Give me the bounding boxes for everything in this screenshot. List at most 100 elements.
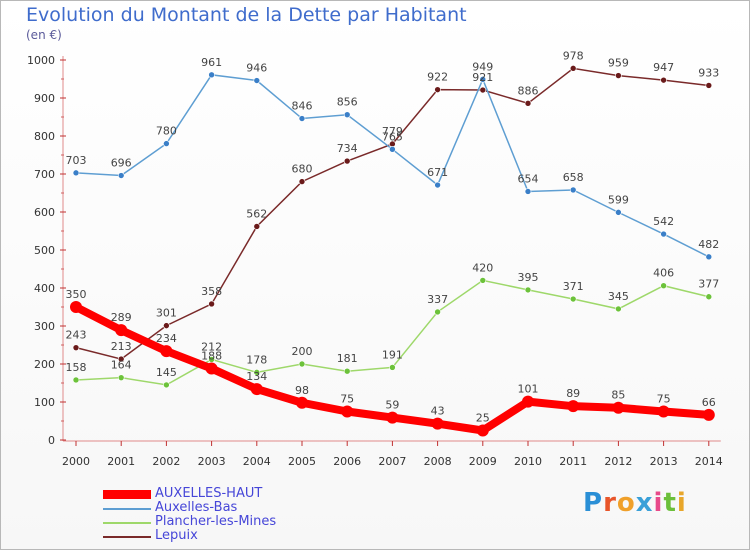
- data-point-auxelles-haut: [386, 411, 399, 424]
- x-tick-label: 2001: [107, 455, 135, 468]
- data-label-auxelles-bas: 658: [563, 171, 584, 184]
- data-point-auxelles-bas: [479, 76, 487, 83]
- y-tick-label: 100: [34, 396, 55, 409]
- data-point-auxelles-haut: [702, 408, 715, 421]
- data-point-plancher-les-mines: [298, 360, 306, 368]
- logo-letter: i: [653, 488, 664, 518]
- data-point-plancher-les-mines: [660, 282, 667, 290]
- x-tick-label: 2013: [650, 455, 678, 468]
- y-tick-label: 800: [34, 130, 55, 143]
- data-point-plancher-les-mines: [524, 286, 532, 294]
- data-point-lepuix: [163, 322, 170, 329]
- legend-swatch-lepuix: [103, 536, 151, 538]
- x-tick-label: 2000: [62, 455, 90, 468]
- data-point-plancher-les-mines: [569, 295, 577, 303]
- data-point-auxelles-haut: [567, 400, 580, 413]
- data-label-plancher-les-mines: 191: [382, 348, 403, 361]
- data-label-auxelles-haut: 89: [566, 387, 580, 400]
- logo-letter: o: [616, 488, 636, 518]
- data-label-plancher-les-mines: 377: [698, 278, 719, 291]
- data-label-lepuix: 978: [563, 49, 584, 62]
- data-point-plancher-les-mines: [117, 374, 125, 381]
- logo-letter: x: [635, 488, 654, 518]
- data-label-plancher-les-mines: 345: [608, 290, 629, 303]
- data-point-plancher-les-mines: [479, 277, 487, 284]
- logo-letter: P: [583, 488, 604, 518]
- data-label-plancher-les-mines: 145: [156, 366, 177, 379]
- data-label-auxelles-bas: 961: [201, 56, 222, 69]
- data-point-lepuix: [479, 86, 487, 94]
- logo-letter: i: [676, 488, 687, 518]
- data-point-auxelles-haut: [341, 405, 354, 418]
- series-line-auxelles-bas: [75, 74, 710, 258]
- y-tick-label: 900: [34, 92, 55, 105]
- legend-label-plancher-les-mines: Plancher-les-Mines: [155, 514, 277, 529]
- data-label-plancher-les-mines: 337: [427, 293, 448, 306]
- data-point-lepuix: [253, 223, 261, 230]
- data-point-plancher-les-mines: [208, 356, 215, 363]
- data-label-auxelles-haut: 188: [201, 350, 222, 363]
- data-label-lepuix: 933: [698, 66, 719, 79]
- x-tick-label: 2008: [424, 455, 452, 468]
- data-label-lepuix: 921: [472, 71, 493, 84]
- data-point-plancher-les-mines: [434, 308, 441, 316]
- data-point-auxelles-bas: [343, 111, 351, 119]
- data-label-lepuix: 243: [66, 329, 87, 342]
- data-label-auxelles-bas: 482: [698, 238, 719, 251]
- data-point-auxelles-bas: [705, 253, 713, 261]
- data-label-auxelles-bas: 542: [653, 215, 674, 228]
- data-label-auxelles-bas: 856: [337, 96, 358, 109]
- data-point-lepuix: [705, 82, 713, 89]
- data-point-plancher-les-mines: [343, 367, 351, 375]
- data-label-auxelles-bas: 599: [608, 193, 629, 206]
- data-point-auxelles-bas: [615, 209, 622, 216]
- data-label-plancher-les-mines: 212: [201, 340, 222, 353]
- legend-label-auxelles-haut: AUXELLES-HAUT: [155, 486, 263, 501]
- data-point-auxelles-bas: [163, 140, 170, 147]
- data-point-lepuix: [117, 355, 125, 363]
- data-label-auxelles-haut: 350: [66, 288, 87, 301]
- y-tick-label: 200: [34, 358, 55, 371]
- data-point-auxelles-bas: [298, 115, 306, 122]
- logo-letter: t: [663, 488, 677, 518]
- unit-label: (en €): [26, 28, 62, 42]
- data-label-lepuix: 886: [518, 84, 539, 97]
- data-point-lepuix: [660, 76, 667, 84]
- data-label-auxelles-bas: 949: [472, 60, 493, 73]
- data-point-auxelles-haut: [205, 362, 218, 375]
- data-label-auxelles-bas: 946: [246, 62, 267, 75]
- data-label-auxelles-bas: 696: [111, 157, 132, 170]
- data-label-plancher-les-mines: 178: [246, 353, 267, 366]
- legend-swatch-plancher-les-mines: [103, 522, 151, 524]
- data-point-auxelles-bas: [253, 77, 261, 84]
- x-tick-label: 2012: [604, 455, 632, 468]
- data-label-auxelles-haut: 134: [246, 370, 267, 383]
- proxiti-logo: Proxiti: [583, 488, 687, 518]
- legend-swatch-auxelles-haut: [103, 490, 151, 499]
- data-point-plancher-les-mines: [389, 364, 396, 371]
- data-label-lepuix: 959: [608, 57, 629, 70]
- chart-title: Evolution du Montant de la Dette par Hab…: [26, 4, 467, 26]
- data-label-lepuix: 922: [427, 71, 448, 84]
- legend-swatch-auxelles-bas: [103, 508, 151, 510]
- x-tick-label: 2009: [469, 455, 497, 468]
- data-point-lepuix: [524, 100, 532, 107]
- data-point-auxelles-haut: [296, 396, 308, 409]
- data-point-auxelles-haut: [70, 301, 82, 313]
- y-tick-label: 1000: [27, 54, 55, 67]
- data-point-plancher-les-mines: [705, 293, 713, 301]
- data-label-auxelles-haut: 75: [340, 393, 354, 406]
- x-tick-label: 2011: [559, 455, 587, 468]
- data-label-lepuix: 734: [337, 142, 358, 155]
- data-label-auxelles-bas: 703: [66, 154, 87, 167]
- data-label-plancher-les-mines: 164: [111, 359, 132, 372]
- data-point-plancher-les-mines: [615, 305, 622, 313]
- data-point-auxelles-haut: [115, 324, 128, 337]
- data-point-auxelles-haut: [522, 395, 534, 408]
- data-label-auxelles-haut: 98: [295, 384, 309, 397]
- data-point-lepuix: [72, 344, 80, 351]
- data-point-auxelles-bas: [117, 172, 125, 179]
- data-label-lepuix: 680: [292, 163, 313, 176]
- data-point-auxelles-bas: [524, 188, 532, 195]
